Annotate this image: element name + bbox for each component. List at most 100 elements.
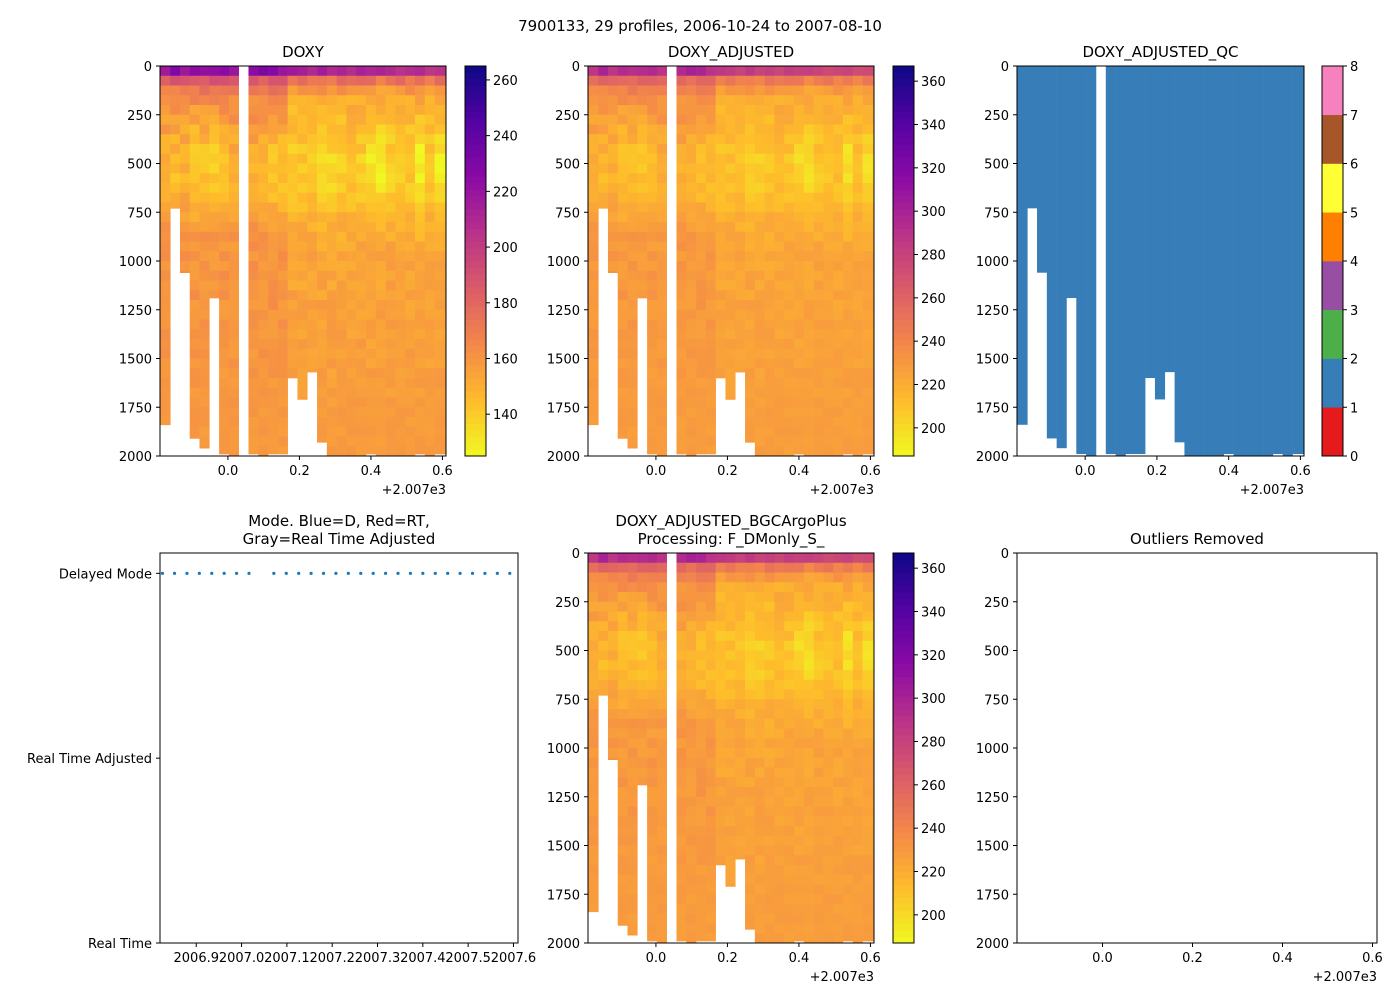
heatmap-cell [813,845,824,856]
heatmap-cell [179,261,191,272]
heatmap-cell [813,329,824,340]
heatmap-cell [219,387,230,398]
heatmap-cell [268,280,279,291]
heatmap-cell [735,85,746,96]
heatmap-cell [228,329,239,340]
heatmap-cell [852,601,863,612]
heatmap-cell [277,436,288,447]
heatmap-cell [326,163,337,174]
heatmap-cell [803,183,814,194]
heatmap-cell [774,95,785,106]
heatmap-cell [843,562,854,573]
heatmap-cell [725,757,736,768]
heatmap-cell [696,670,707,681]
heatmap-cell [754,884,765,895]
heatmap-cell [803,738,814,749]
heatmap-cell [385,153,396,164]
colorbar-step [893,696,914,703]
heatmap-cell [627,621,638,632]
heatmap-cell [696,436,707,447]
heatmap-cell [228,212,239,223]
heatmap-cell [607,95,619,106]
heatmap-cell [617,251,628,262]
x-tick-label: 0.0 [218,464,239,479]
heatmap-cell [725,153,736,164]
heatmap-cell [784,222,795,233]
heatmap-cell [277,348,288,359]
heatmap-cell [228,348,239,359]
heatmap-cell [813,66,824,77]
x-tick-label: 0.6 [860,951,881,966]
heatmap-cell [823,241,834,252]
heatmap-cell [647,173,658,184]
heatmap-cell [627,251,638,262]
heatmap-cell [696,650,707,661]
colorbar-tick-label: 240 [921,822,946,837]
heatmap-cell [764,436,775,447]
axes-frame [159,552,519,944]
heatmap-cell [395,329,406,340]
heatmap-cell [823,621,834,632]
heatmap-cell [784,660,795,671]
heatmap-cell [686,378,697,389]
heatmap-cell [637,631,648,642]
heatmap-cell [764,826,775,837]
heatmap-cell [754,904,765,915]
heatmap-cell [823,572,834,583]
heatmap-cell [268,339,279,350]
heatmap-cell [617,913,628,924]
colorbar-step [465,378,486,385]
heatmap-cell [385,290,396,301]
heatmap-cell [326,114,337,125]
heatmap-cell [764,397,775,408]
heatmap-cell [725,105,736,116]
heatmap-cell [715,222,726,233]
colorbar-step [893,189,914,197]
heatmap-cell [647,407,658,418]
colorbar-step [465,202,486,210]
heatmap-cell [745,757,756,768]
heatmap-cell [715,144,726,155]
heatmap-cell [794,319,805,330]
heatmap-cell [617,738,628,749]
heatmap-cell [862,679,875,690]
heatmap-cell [784,562,795,573]
heatmap-cell [170,173,181,184]
heatmap-cell [637,192,648,203]
heatmap-cell [784,378,795,389]
heatmap-cell [862,621,875,632]
heatmap-cell [725,728,736,739]
heatmap-cell [725,592,736,603]
heatmap-cell [179,75,191,86]
heatmap-cell [607,241,619,252]
heatmap-cell [287,183,298,194]
heatmap-cell [588,114,599,125]
heatmap-cell [803,319,814,330]
heatmap-cell [774,231,785,242]
heatmap-cell [656,923,667,934]
heatmap-cell [366,387,377,398]
heatmap-cell [803,358,814,369]
heatmap-cell [794,153,805,164]
heatmap-cell [209,173,220,184]
heatmap-cell [764,777,775,788]
heatmap-cell [598,660,609,671]
heatmap-cell [725,689,736,700]
heatmap-cell [627,933,638,936]
heatmap-cell [209,183,220,194]
heatmap-cell [199,407,210,418]
heatmap-cell [617,436,628,439]
heatmap-cell [764,75,775,86]
heatmap-cell [336,231,347,242]
heatmap-cell [637,777,648,786]
y-tick-label: 250 [984,109,1009,124]
heatmap-cell [686,114,697,125]
heatmap-cell [862,163,875,174]
heatmap-cell [696,826,707,837]
heatmap-cell [434,66,447,77]
heatmap-cell [705,904,716,915]
heatmap-cell [745,387,756,398]
colorbar-tick-label: 4 [1350,255,1358,270]
heatmap-cell [754,75,765,86]
heatmap-cell [813,290,824,301]
